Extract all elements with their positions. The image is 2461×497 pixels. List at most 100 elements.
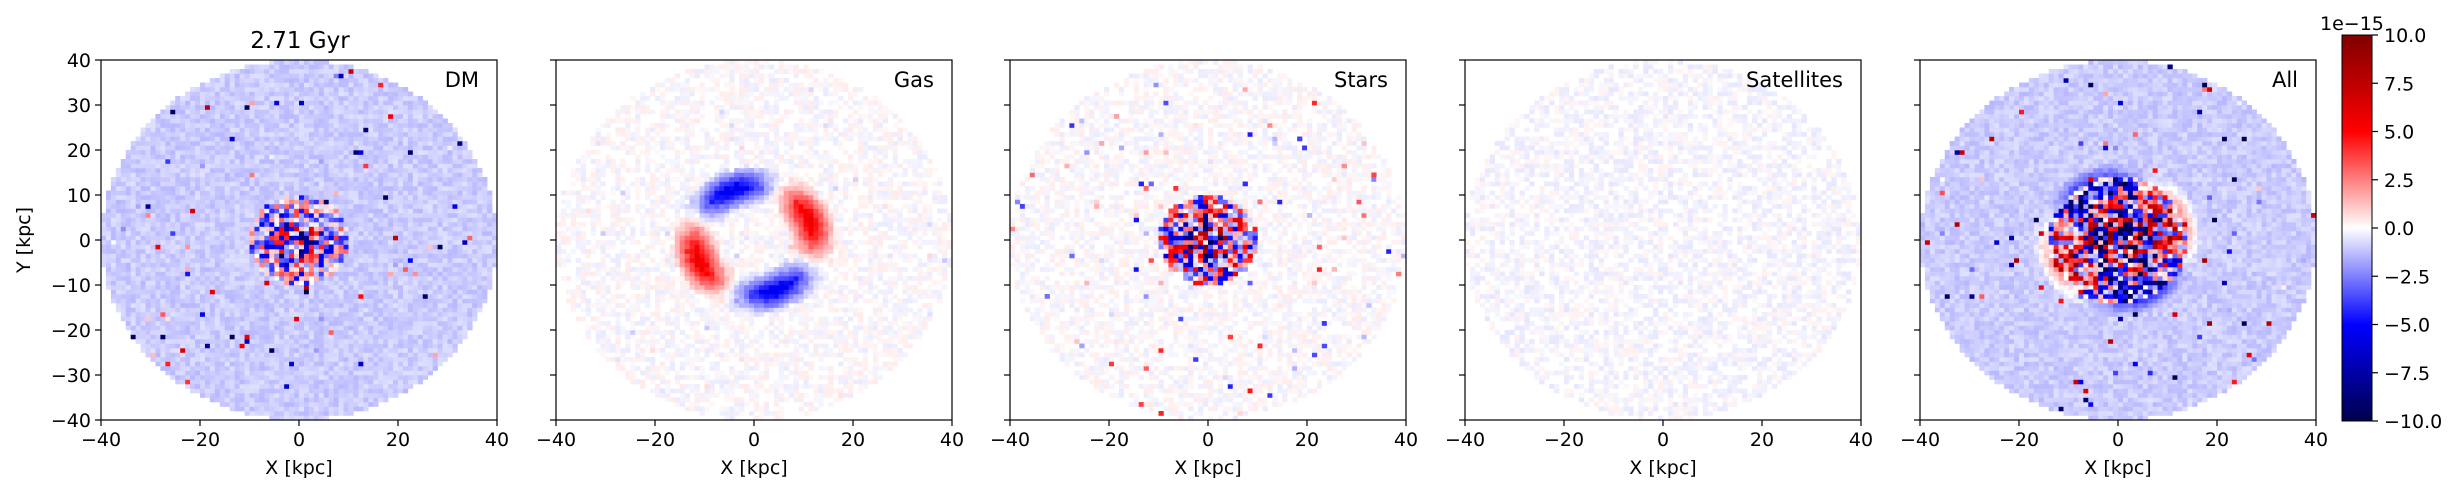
heatmap-cell: [432, 334, 438, 340]
heatmap-cell: [239, 397, 245, 403]
heatmap-cell: [249, 222, 255, 227]
heatmap-cell: [388, 271, 394, 277]
heatmap-cell: [249, 172, 255, 178]
heatmap-cell: [432, 321, 438, 326]
heatmap-cell: [427, 357, 433, 362]
heatmap-cell: [135, 271, 141, 277]
heatmap-cell: [432, 352, 438, 358]
heatmap-cell: [373, 330, 379, 335]
heatmap-cell: [105, 213, 112, 218]
heatmap-cell: [427, 352, 433, 358]
heatmap-cell: [239, 208, 245, 214]
heatmap-cell: [472, 231, 478, 236]
heatmap-cell: [373, 361, 379, 367]
heatmap-cell: [363, 190, 369, 196]
heatmap-cell: [180, 172, 186, 178]
heatmap-cell: [477, 294, 483, 299]
heatmap-cell: [407, 222, 414, 227]
heatmap-cell: [378, 325, 384, 331]
heatmap-cell: [101, 249, 107, 254]
heatmap-cell: [155, 240, 161, 245]
heatmap-cell: [467, 208, 473, 214]
heatmap-cell: [150, 276, 156, 281]
heatmap-cell: [219, 325, 226, 331]
heatmap-cell: [402, 276, 409, 281]
heatmap-cell: [195, 294, 201, 299]
heatmap-cell: [398, 330, 404, 335]
heatmap-cell: [269, 226, 275, 232]
heatmap-cell: [229, 213, 235, 218]
heatmap-cell: [244, 294, 250, 299]
heatmap-cell: [284, 141, 290, 146]
heatmap-cell: [190, 118, 196, 124]
heatmap-cell: [204, 82, 211, 88]
heatmap-cell: [274, 375, 280, 380]
heatmap-cell: [254, 375, 260, 380]
heatmap-cell: [195, 249, 201, 254]
heatmap-cell: [115, 271, 122, 277]
heatmap-cell: [393, 105, 399, 110]
heatmap-cell: [244, 240, 250, 245]
heatmap-cell: [323, 195, 329, 200]
heatmap-cell: [393, 91, 399, 97]
heatmap-cell: [135, 289, 141, 295]
heatmap-cell: [185, 271, 191, 277]
heatmap-cell: [412, 280, 419, 286]
heatmap-cell: [333, 330, 339, 335]
heatmap-cell: [185, 348, 191, 353]
heatmap-cell: [447, 172, 453, 178]
heatmap-cell: [209, 235, 216, 241]
heatmap-cell: [229, 159, 235, 164]
heatmap-cell: [214, 343, 221, 349]
heatmap-cell: [388, 100, 394, 106]
heatmap-cell: [214, 150, 221, 155]
heatmap-cell: [373, 298, 379, 304]
heatmap-cell: [195, 240, 201, 245]
heatmap-cell: [348, 199, 354, 205]
heatmap-cell: [432, 172, 438, 178]
heatmap-cell: [343, 280, 349, 286]
heatmap-cell: [338, 271, 344, 277]
heatmap-cell: [180, 285, 186, 290]
heatmap-cell: [422, 244, 428, 250]
heatmap-cell: [308, 136, 315, 142]
heatmap-cell: [407, 339, 414, 344]
heatmap-cell: [125, 177, 131, 182]
heatmap-cell: [328, 141, 334, 146]
heatmap-cell: [388, 262, 394, 268]
heatmap-cell: [175, 118, 181, 124]
heatmap-cell: [422, 204, 428, 209]
heatmap-cell: [457, 226, 463, 232]
heatmap-cell: [303, 73, 310, 79]
heatmap-cell: [452, 267, 458, 272]
heatmap-cell: [333, 69, 339, 74]
heatmap-cell: [383, 195, 389, 200]
heatmap-cell: [407, 271, 414, 277]
heatmap-cell: [229, 307, 235, 313]
heatmap-cell: [229, 316, 235, 322]
heatmap-cell: [204, 267, 211, 272]
heatmap-cell: [343, 348, 349, 353]
heatmap-cell: [155, 177, 161, 182]
heatmap-cell: [338, 352, 344, 358]
heatmap-cell: [140, 172, 146, 178]
heatmap-cell: [417, 343, 424, 349]
heatmap-cell: [467, 321, 473, 326]
heatmap-cell: [333, 388, 339, 394]
heatmap-cell: [145, 141, 151, 146]
heatmap-cell: [407, 100, 414, 106]
heatmap-cell: [249, 330, 255, 335]
heatmap-cell: [150, 163, 156, 169]
heatmap-cell: [279, 159, 285, 164]
heatmap-cell: [313, 132, 320, 137]
heatmap-cell: [393, 316, 399, 322]
heatmap-cell: [239, 388, 245, 394]
heatmap-cell: [303, 186, 310, 191]
heatmap-cell: [160, 213, 166, 218]
heatmap-cell: [323, 213, 329, 218]
heatmap-cell: [358, 402, 364, 407]
heatmap-cell: [417, 267, 424, 272]
heatmap-cell: [289, 96, 295, 101]
heatmap-cell: [457, 294, 463, 299]
heatmap-cell: [353, 388, 359, 394]
